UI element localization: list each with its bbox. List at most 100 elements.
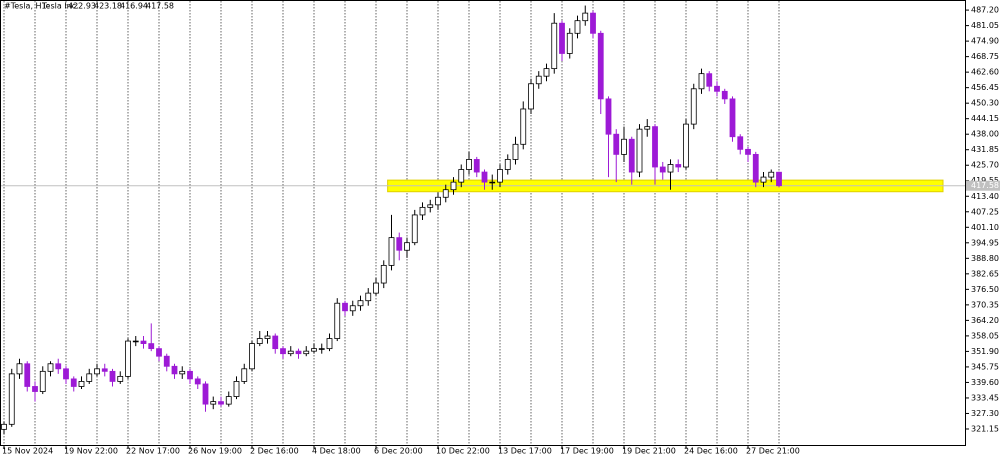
price-box [966, 180, 1000, 191]
candle-body [109, 370, 116, 382]
candle-body [101, 368, 108, 372]
candle-body [590, 12, 596, 34]
y-tick-label: 358.05 [971, 331, 999, 340]
x-tick-label: 6 Dec 20:00 [374, 447, 423, 456]
candle-body [621, 138, 627, 155]
y-tick-label: 407.25 [971, 207, 999, 216]
candle-body [458, 169, 465, 183]
candle-body [125, 340, 131, 377]
y-tick-label: 401.10 [971, 223, 999, 232]
candle-body [504, 159, 511, 170]
axis: 487.20 481.05 474.90 468.75 462.60 456.45 450.… [2, 6, 1000, 456]
candle-body [497, 169, 503, 183]
x-tick-label: 24 Dec 16:00 [684, 447, 738, 456]
candle-body [287, 350, 294, 355]
y-tick-label: 413.40 [971, 192, 999, 201]
candle-body [1, 423, 7, 430]
y-tick-label: 468.75 [971, 52, 999, 61]
y-tick-label: 450.30 [971, 99, 999, 108]
candle-body [179, 370, 186, 375]
candle-body [450, 181, 457, 191]
y-tick-label: 444.15 [971, 114, 999, 123]
candle-body [605, 98, 612, 135]
candle-body [140, 340, 147, 344]
y-tick-label: 474.90 [971, 37, 999, 46]
y-tick-label: 370.35 [971, 300, 999, 309]
candles [1, 5, 782, 435]
y-tick-label: 456.45 [971, 83, 999, 92]
candle-body [171, 365, 178, 375]
candle-body [396, 237, 403, 251]
candle-body [574, 20, 581, 34]
y-tick-label: 327.30 [971, 409, 999, 418]
candle-body [636, 128, 643, 173]
y-tick-label: 376.50 [971, 285, 999, 294]
candle-body [117, 375, 124, 382]
y-tick-label: 487.20 [971, 6, 999, 15]
candle-body [752, 153, 759, 183]
candle-body [481, 171, 488, 183]
candle-body [667, 164, 674, 173]
y-tick-label: 345.75 [971, 362, 999, 371]
x-tick-label: 22 Nov 17:00 [126, 447, 180, 456]
candle-body [380, 264, 387, 284]
candle-body [535, 75, 542, 85]
chart-title: #Tesla, H1: [4, 2, 49, 11]
x-tick-label: 15 Nov 2024 [2, 447, 53, 456]
y-tick-label: 431.85 [971, 145, 999, 154]
candle-body [94, 368, 100, 375]
ohlc-high: 423.18 [94, 2, 122, 11]
candle-body [163, 355, 170, 367]
candle-body [32, 386, 38, 392]
candle-body [729, 98, 736, 138]
candle-body [388, 237, 395, 266]
x-tick-label: 19 Dec 21:00 [622, 447, 676, 456]
candle-body [551, 22, 558, 70]
ohlc-close: 417.58 [146, 2, 174, 11]
y-tick-label: 438.00 [971, 130, 999, 139]
candle-body [442, 189, 449, 198]
candle-body [24, 363, 31, 387]
candle-body [156, 348, 162, 357]
y-tick-label: 425.70 [971, 161, 999, 170]
x-tick-label: 26 Nov 19:00 [188, 447, 242, 456]
y-tick-label: 388.80 [971, 254, 999, 263]
zone-layer [1, 179, 965, 193]
candle-body [326, 338, 333, 350]
y-tick-label: 364.20 [971, 316, 999, 325]
candle-body [435, 196, 441, 206]
candle-body [249, 343, 255, 370]
candle-body [373, 282, 379, 294]
candle-body [419, 206, 426, 216]
candle-body [528, 83, 534, 110]
candle-body [411, 214, 418, 244]
candle-body [427, 204, 434, 208]
candle-body [543, 68, 550, 77]
candle-body [613, 133, 620, 155]
candle-body [760, 176, 767, 183]
candle-body [714, 85, 720, 92]
candle-body [357, 300, 364, 307]
candle-body [768, 171, 775, 178]
candle-body [311, 348, 317, 352]
candle-body [241, 368, 248, 382]
candle-body [520, 108, 527, 145]
candle-body [264, 335, 271, 339]
candle-body [659, 166, 666, 173]
candle-body [566, 32, 573, 54]
candle-body [295, 350, 302, 355]
x-tick-label: 2 Dec 16:00 [250, 447, 299, 456]
x-tick-label: 4 Dec 18:00 [312, 447, 361, 456]
candle-body [628, 138, 635, 173]
candle-body [683, 123, 689, 168]
x-tick-label: 13 Dec 17:00 [498, 447, 552, 456]
candle-body [233, 381, 240, 397]
candle-body [342, 302, 348, 312]
candle-body [582, 12, 589, 22]
chart-subtitle: Tesla Inc. [41, 2, 79, 11]
x-tick-label: 27 Dec 21:00 [746, 447, 800, 456]
y-tick-label: 481.05 [971, 21, 999, 30]
candle-body [473, 159, 480, 173]
candle-body [194, 378, 201, 385]
